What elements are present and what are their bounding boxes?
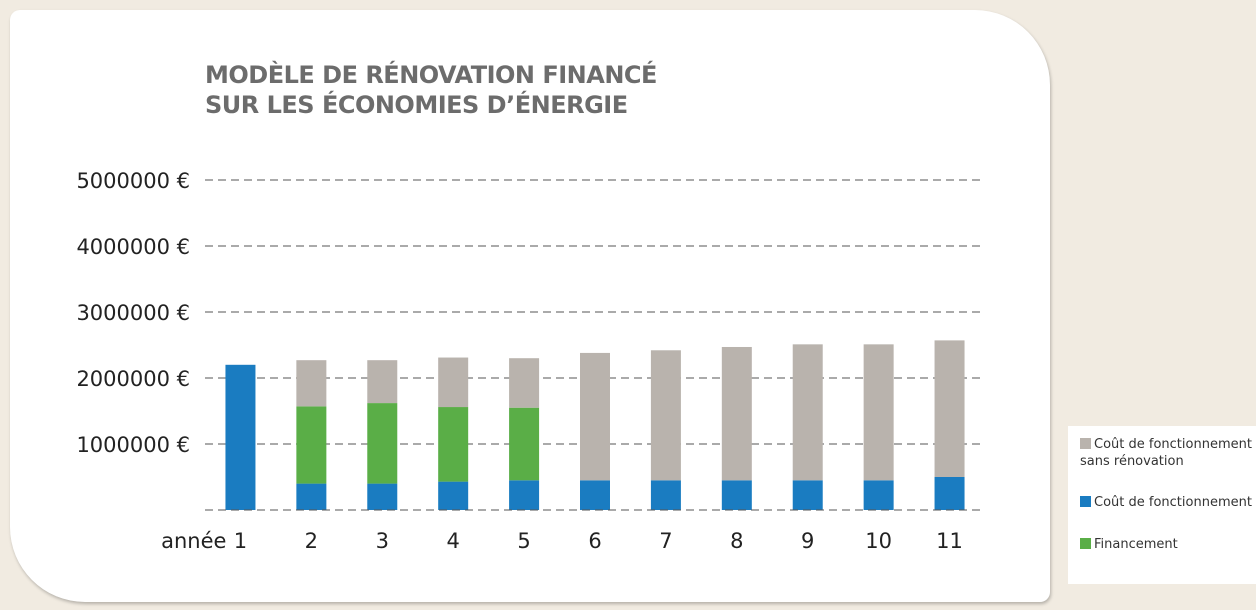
legend-label-second-line: sans rénovation [1080,454,1184,469]
bar-segment [509,358,540,408]
bar-segment [650,480,681,510]
chart-title-line-1: MODÈLE DE RÉNOVATION FINANCÉ [205,61,657,89]
bar-segment [438,481,469,510]
x-tick-label: 2 [305,529,318,553]
bar-segment [367,483,398,510]
bar-segment [225,364,256,510]
legend-swatch-blue [1080,496,1091,507]
y-tick-label: 1000000 € [76,433,190,457]
bar-segment [863,480,894,510]
chart-title: MODÈLE DE RÉNOVATION FINANCÉ SUR LES ÉCO… [205,60,657,120]
bar-segment [438,407,469,482]
bar-segment [721,346,752,481]
bar-segment [438,357,469,408]
x-tick-label: 10 [865,529,892,553]
x-tick-label: 1 [234,529,247,553]
bar-segment [650,350,681,481]
legend-item-financing: Financement [1080,536,1178,553]
legend-label: Financement [1094,537,1178,552]
x-tick-label: 3 [376,529,389,553]
y-tick-label: 5000000 € [76,169,190,193]
bar-segment [792,344,823,481]
legend-item-cost-without-renovation: Coût de fonctionnement sans rénovation [1080,436,1252,470]
bar-segment [863,344,894,481]
legend-label: Coût de fonctionnement [1094,495,1252,510]
bar-segment [296,360,327,407]
bar-segment [580,352,610,481]
bar-segment [580,480,610,510]
bar-segment [296,483,327,510]
y-tick-label: 3000000 € [76,301,190,325]
bar-chart: 5000000 € 4000000 € 3000000 € 2000000 € 1000… [76,169,985,553]
x-tick-label: 8 [730,529,743,553]
x-tick-label: 11 [936,529,963,553]
bar-segment [934,340,965,477]
x-tick-label: 6 [588,529,601,553]
x-axis-prefix-label: année [161,529,226,553]
legend-swatch-green [1080,538,1091,549]
chart-title-line-2: SUR LES ÉCONOMIES D’ÉNERGIE [205,91,628,119]
x-tick-label: 9 [801,529,814,553]
bar-segment [721,480,752,510]
y-tick-label: 4000000 € [76,235,190,259]
bar-segment [792,480,823,510]
bar-segment [934,477,965,510]
legend-label: Coût de fonctionnement [1094,437,1252,452]
bar-segment [367,360,398,404]
bar-segment [509,480,540,510]
y-tick-label: 2000000 € [76,367,190,391]
x-tick-label: 7 [659,529,672,553]
legend-swatch-grey [1080,438,1091,449]
legend: Coût de fonctionnement sans rénovation C… [1068,426,1256,584]
bar-segment [509,407,540,481]
x-tick-label: 5 [517,529,530,553]
legend-item-operating-cost: Coût de fonctionnement [1080,494,1252,511]
bar-segment [296,406,327,484]
x-tick-label: 4 [446,529,459,553]
bar-segment [367,403,398,484]
